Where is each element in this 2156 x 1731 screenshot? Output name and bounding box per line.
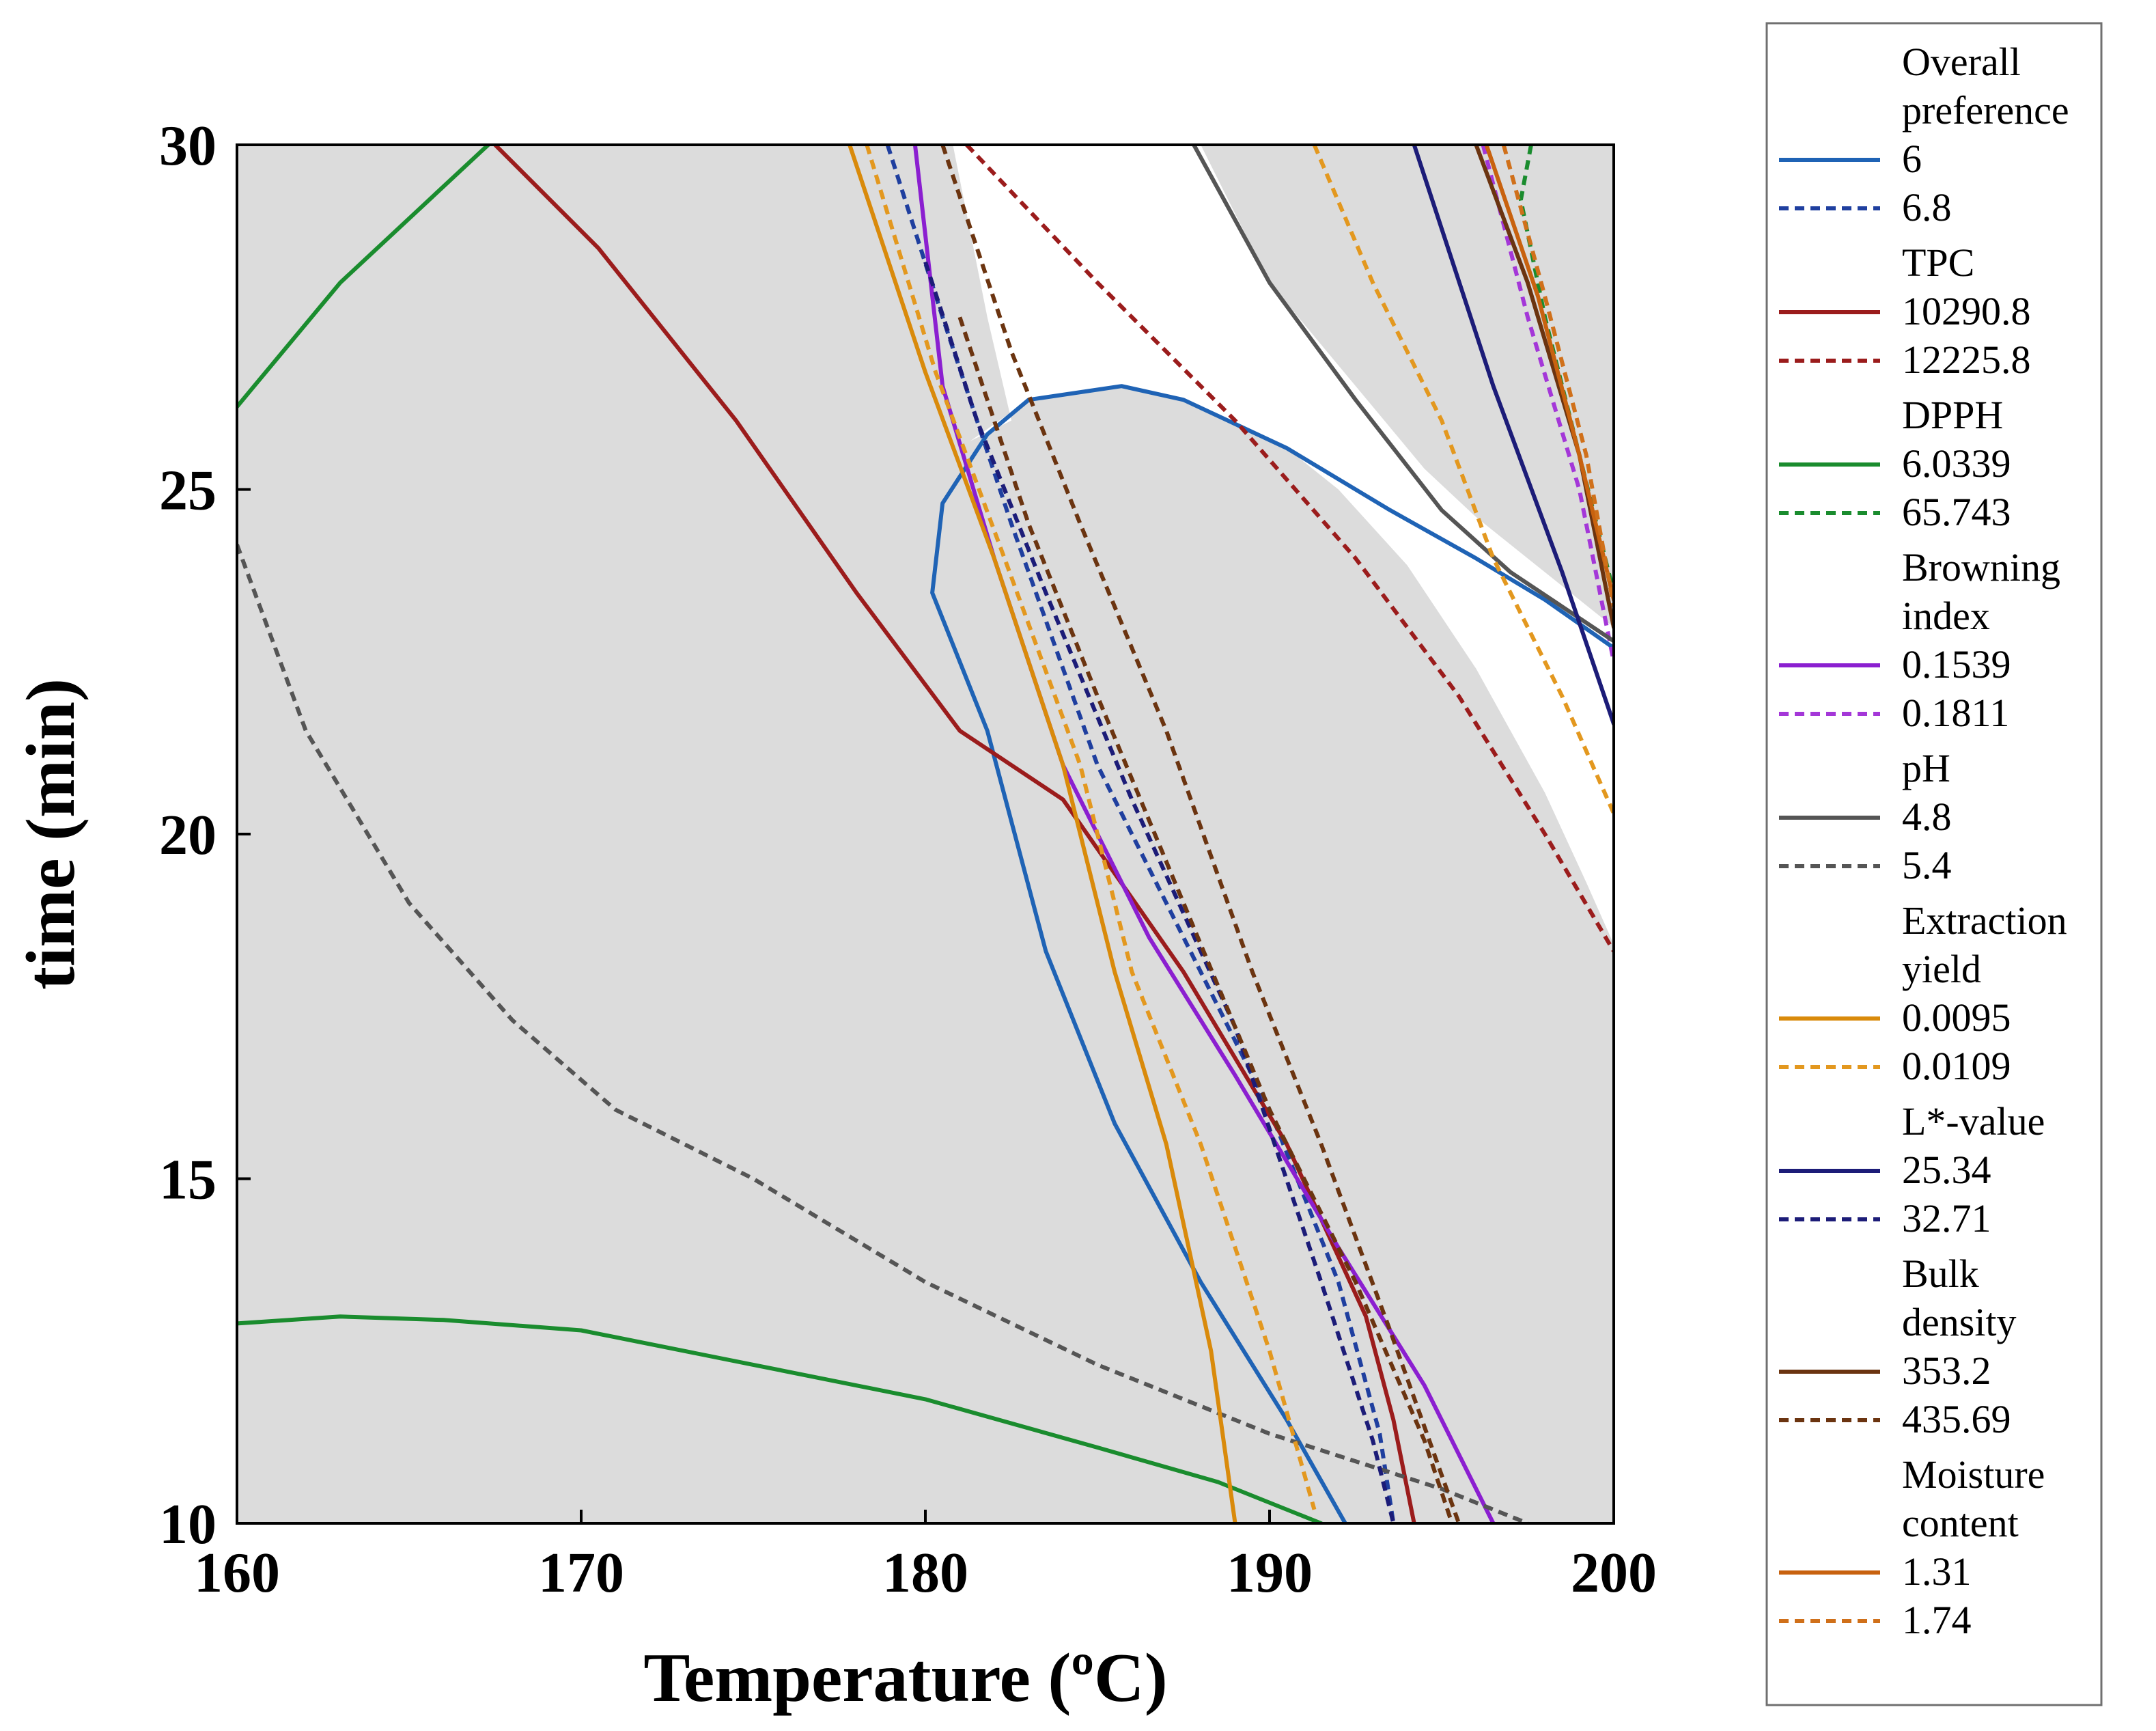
contour-overall-preference-6 (930, 384, 1614, 1523)
legend-group-title: Overall (1902, 40, 2021, 84)
legend-entry-label: 4.8 (1902, 794, 1952, 839)
x-tick-label: 190 (1227, 1541, 1313, 1605)
legend-entry-label: 25.34 (1902, 1148, 1991, 1192)
y-tick-label: 10 (159, 1493, 216, 1556)
legend-group-title: Extraction (1902, 898, 2067, 943)
x-tick-label: 200 (1571, 1541, 1657, 1605)
legend-entry-label: 1.74 (1902, 1598, 1972, 1642)
contour-moisture-content-1-31 (1484, 145, 1614, 602)
contour-bulk-density-435-69-part1 (940, 145, 1461, 1523)
legend-entry-label: 10290.8 (1902, 289, 2031, 333)
contour-ph-5-4 (237, 544, 1529, 1523)
legend-group-title: Browning (1902, 545, 2060, 590)
x-tick-label: 170 (538, 1541, 624, 1605)
legend-entry-label: 1.31 (1902, 1549, 1972, 1594)
legend-group-title: Bulk (1902, 1251, 1979, 1296)
legend-entry-label: 435.69 (1902, 1397, 2011, 1441)
legend-group-title: density (1902, 1300, 2017, 1344)
legend-entry-label: 0.1539 (1902, 642, 2011, 687)
legend-entry-label: 32.71 (1902, 1196, 1991, 1241)
legend-group-title: yield (1902, 947, 1981, 991)
contour-extraction-yield-0-0109-part1 (865, 145, 1317, 1510)
legend-entry-label: 0.1811 (1902, 691, 2009, 735)
y-tick-label: 20 (159, 803, 216, 867)
legend-group-title: DPPH (1902, 393, 2003, 437)
legend-group-title: index (1902, 594, 1990, 638)
legend-entry-label: 353.2 (1902, 1348, 1991, 1393)
contour-browning-index-0-1539 (912, 145, 1496, 1523)
legend-entry-label: 0.0095 (1902, 995, 2011, 1040)
contour-dpph-6-0339-part1 (237, 145, 490, 409)
contour-extraction-yield-0-0095 (848, 145, 1237, 1523)
contour-bulk-density-353-2 (1474, 145, 1614, 630)
contour-dpph-6-0339-part2 (237, 1314, 1324, 1523)
legend-entry-label: 65.743 (1902, 490, 2011, 534)
contour-l-value-32-71 (923, 261, 1396, 1523)
legend-group-title: L*-value (1902, 1099, 2045, 1144)
contour-bulk-density-435-69-part2 (957, 316, 1454, 1523)
x-tick-label: 160 (194, 1541, 280, 1605)
contour-ph-4-8 (1192, 145, 1614, 643)
y-axis-label: time (min) (12, 678, 89, 990)
x-axis-label: Temperature (ºC) (643, 1639, 1167, 1717)
legend-entry-label: 6.8 (1902, 185, 1952, 230)
contour-moisture-content-1-74 (1501, 145, 1614, 607)
contour-l-value-25-34 (1412, 145, 1614, 726)
contour-tpc-12225-8 (965, 145, 1614, 953)
legend-box (1765, 22, 2103, 1706)
legend-entry-label: 0.0109 (1902, 1044, 2011, 1088)
legend-group-title: TPC (1902, 240, 1974, 285)
contour-extraction-yield-0-0109-part2 (1312, 145, 1614, 814)
legend-group-title: Moisture (1902, 1452, 2045, 1497)
legend-entry-label: 5.4 (1902, 843, 1952, 887)
y-tick-label: 30 (159, 114, 216, 178)
legend-entry-label: 6 (1902, 137, 1922, 181)
y-tick-label: 25 (159, 459, 216, 523)
legend-entry-label: 6.0339 (1902, 441, 2011, 486)
y-tick-label: 15 (159, 1148, 216, 1212)
contour-tpc-10290-8 (493, 145, 1416, 1523)
feasible-region (953, 145, 1614, 945)
legend-entry-label: 12225.8 (1902, 337, 2031, 382)
contour-browning-index-0-1811 (1481, 145, 1614, 663)
legend-group-title: content (1902, 1501, 2019, 1545)
legend-group-title: pH (1902, 746, 1950, 790)
legend-group-title: preference (1902, 88, 2069, 133)
x-tick-label: 180 (882, 1541, 968, 1605)
